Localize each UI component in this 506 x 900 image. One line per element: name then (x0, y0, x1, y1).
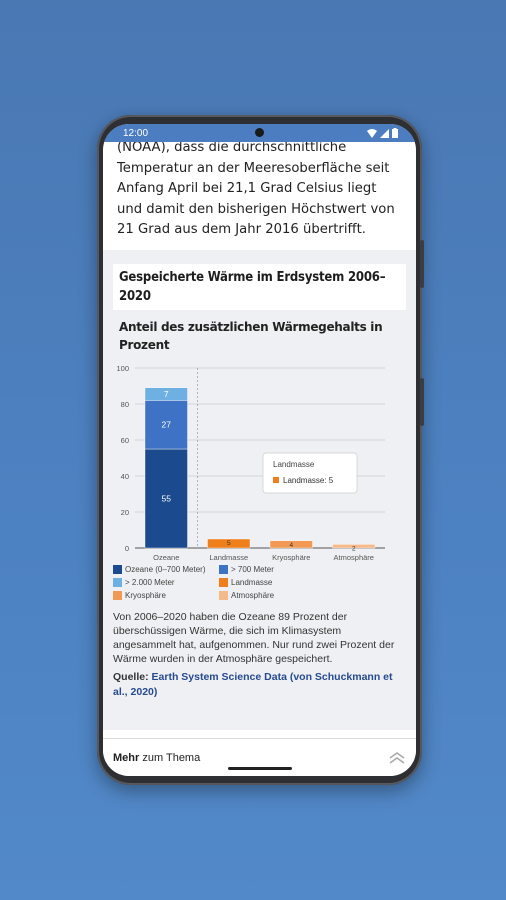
tooltip-swatch (273, 477, 279, 483)
chart-tooltip: Landmasse Landmasse: 5 (262, 452, 358, 494)
tooltip-title: Landmasse (273, 460, 315, 469)
tooltip-box (262, 452, 358, 494)
infographic-title: Gespeicherte Wärme im Erdsystem 2006–202… (113, 264, 406, 310)
legend-swatch (113, 565, 122, 574)
wifi-icon (367, 128, 377, 138)
phone-screen: 12:00 (NOAA), dass die durchschnittliche… (103, 124, 416, 776)
legend-swatch (219, 591, 228, 600)
bar-segment (207, 538, 251, 549)
data-label: 27 (162, 420, 172, 430)
bar-segment (269, 540, 313, 549)
source-label: Quelle: (113, 671, 149, 683)
bar-segment (144, 387, 188, 401)
data-label: 55 (162, 494, 172, 504)
legend-item: Ozeane (0–700 Meter) (113, 565, 219, 574)
legend-swatch (113, 578, 122, 587)
legend-swatch (113, 591, 122, 600)
data-label: 5 (227, 540, 231, 547)
legend-label: Kryosphäre (125, 591, 166, 600)
y-tick-label: 100 (116, 364, 129, 373)
x-tick-label: Ozeane (153, 553, 179, 562)
y-tick-label: 60 (121, 436, 129, 445)
legend-label: > 2.000 Meter (125, 578, 175, 587)
data-label: 2 (352, 545, 356, 552)
bar-segment (332, 544, 376, 549)
legend-item: > 2.000 Meter (113, 578, 219, 587)
tooltip-entry: Landmasse: 5 (283, 476, 334, 485)
more-topic-bar[interactable]: Mehr zum Thema (103, 738, 416, 776)
more-topic-label: Mehr zum Thema (113, 751, 201, 764)
infographic-description: Von 2006–2020 haben die Ozeane 89 Prozen… (113, 611, 395, 665)
legend-item: Landmasse (219, 578, 319, 587)
bar-segment (144, 400, 188, 450)
x-tick-label: Kryosphäre (272, 553, 310, 562)
x-tick-label: Atmosphäre (334, 553, 374, 562)
x-tick-label: Landmasse (209, 553, 248, 562)
volume-button (420, 240, 424, 288)
bar-chart[interactable]: 0 20 40 60 80 100 55 27 7 Ozeane 5 Landmasse 4 Kryosp… (113, 358, 406, 563)
y-tick-label: 20 (121, 508, 129, 517)
data-label: 4 (289, 542, 293, 549)
article-intro-text: (NOAA), dass die durchschnittliche Tempe… (117, 140, 395, 237)
battery-icon (392, 128, 398, 138)
legend-item: Kryosphäre (113, 591, 219, 600)
status-time: 12:00 (123, 127, 149, 139)
data-label: 7 (164, 389, 169, 399)
legend-label: > 700 Meter (231, 565, 274, 574)
legend-label: Landmasse (231, 578, 273, 587)
power-button (420, 378, 424, 426)
infographic-subtitle: Anteil des zusätzlichen Wärmegehalts in … (119, 320, 383, 352)
source-link[interactable]: Earth System Science Data (von Schuckman… (113, 671, 393, 698)
legend-item: Atmosphäre (219, 591, 319, 600)
home-indicator (228, 767, 292, 770)
y-tick-label: 40 (121, 472, 129, 481)
infographic-source: Quelle: Earth System Science Data (von S… (113, 670, 406, 700)
chart-legend: Ozeane (0–700 Meter) > 700 Meter > 2.000 M… (113, 565, 406, 600)
legend-label: Ozeane (0–700 Meter) (125, 565, 206, 574)
bar-chart-svg: 0 20 40 60 80 100 55 27 7 Ozeane 5 Landmasse 4 Kryosp… (116, 364, 385, 562)
legend-swatch (219, 565, 228, 574)
camera-cutout (255, 128, 264, 137)
status-bar: 12:00 (103, 124, 416, 142)
legend-swatch (219, 578, 228, 587)
y-tick-label: 0 (125, 544, 129, 553)
chevron-up-double-icon[interactable] (388, 751, 406, 765)
y-tick-label: 80 (121, 400, 129, 409)
infographic-card: Gespeicherte Wärme im Erdsystem 2006–202… (103, 250, 416, 730)
legend-label: Atmosphäre (231, 591, 275, 600)
legend-item: > 700 Meter (219, 565, 319, 574)
signal-icon (380, 128, 389, 138)
